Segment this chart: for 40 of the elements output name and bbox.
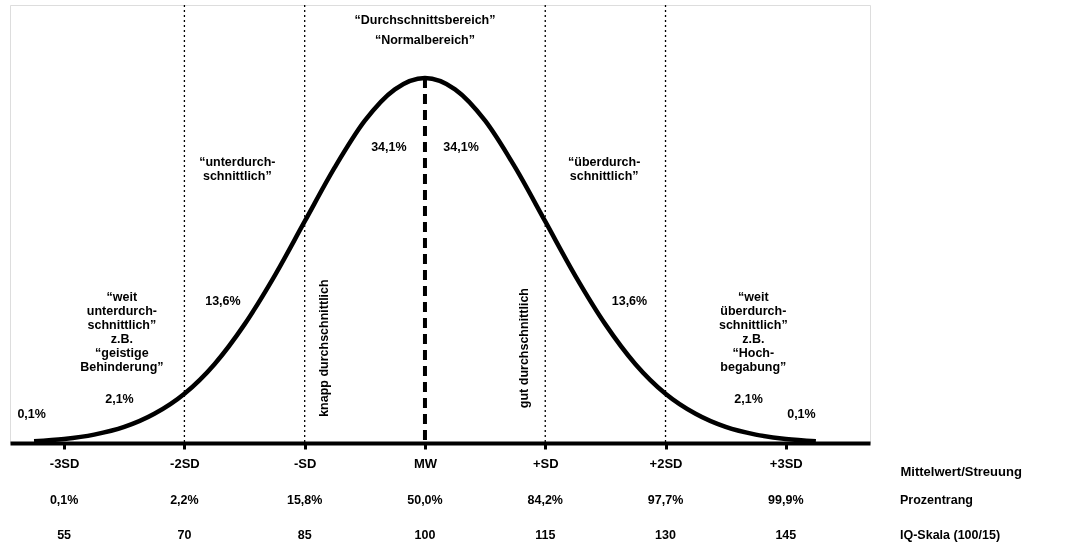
text: 115 <box>535 528 556 542</box>
x-tick-label: -SD <box>293 455 317 471</box>
annotation: “weit überdurch- schnittlich” z.B. “Hoch- begabung” <box>718 290 788 374</box>
x-tick-label: -2SD <box>170 455 200 471</box>
text: Prozentrang <box>900 493 973 507</box>
annotation: 0,1% <box>17 406 46 421</box>
text: 50,0% <box>407 493 443 507</box>
text: 145 <box>775 528 797 542</box>
text: 2,2% <box>170 493 199 507</box>
x-tick-label: +2SD <box>649 455 683 471</box>
annotation: knapp durchschnittlich <box>316 279 331 417</box>
text: 15,8% <box>286 493 323 507</box>
text: “Durchschnittsbereich” <box>354 12 496 27</box>
text: 85 <box>297 528 312 542</box>
annotation: “unterdurch- schnittlich” <box>199 154 276 183</box>
text: “Normalbereich” <box>374 32 475 47</box>
annotation: “überdurch- schnittlich” <box>568 154 641 183</box>
text: 100 <box>414 528 436 542</box>
x-tick-label: +3SD <box>769 455 803 471</box>
annotation: 2,1% <box>734 392 763 407</box>
text: 97,7% <box>647 493 684 507</box>
annotation: 13,6% <box>205 293 241 308</box>
annotation: 13,6% <box>611 293 648 308</box>
text: 0,1% <box>49 493 79 507</box>
x-tick-label: MW <box>413 455 438 471</box>
annotation: 34,1% <box>443 140 479 155</box>
x-axis-title: Mittelwert/Streuung <box>900 463 1022 479</box>
annotation: 34,1% <box>371 140 407 155</box>
x-tick-label: -3SD <box>49 455 80 471</box>
annotation: gut durchschnittlich <box>516 288 531 409</box>
text: 99,9% <box>768 493 804 507</box>
text: 55 <box>57 528 72 542</box>
text: 70 <box>177 528 192 542</box>
x-tick-label: +SD <box>532 455 559 471</box>
text: 130 <box>655 528 676 542</box>
annotation: 0,1% <box>787 406 816 421</box>
annotation: “weit unterdurch- schnittlich” z.B. “geistige Behinderung” <box>80 290 164 374</box>
text: IQ-Skala (100/15) <box>900 528 1001 542</box>
annotation: 2,1% <box>105 392 134 407</box>
text: 84,2% <box>527 493 563 507</box>
